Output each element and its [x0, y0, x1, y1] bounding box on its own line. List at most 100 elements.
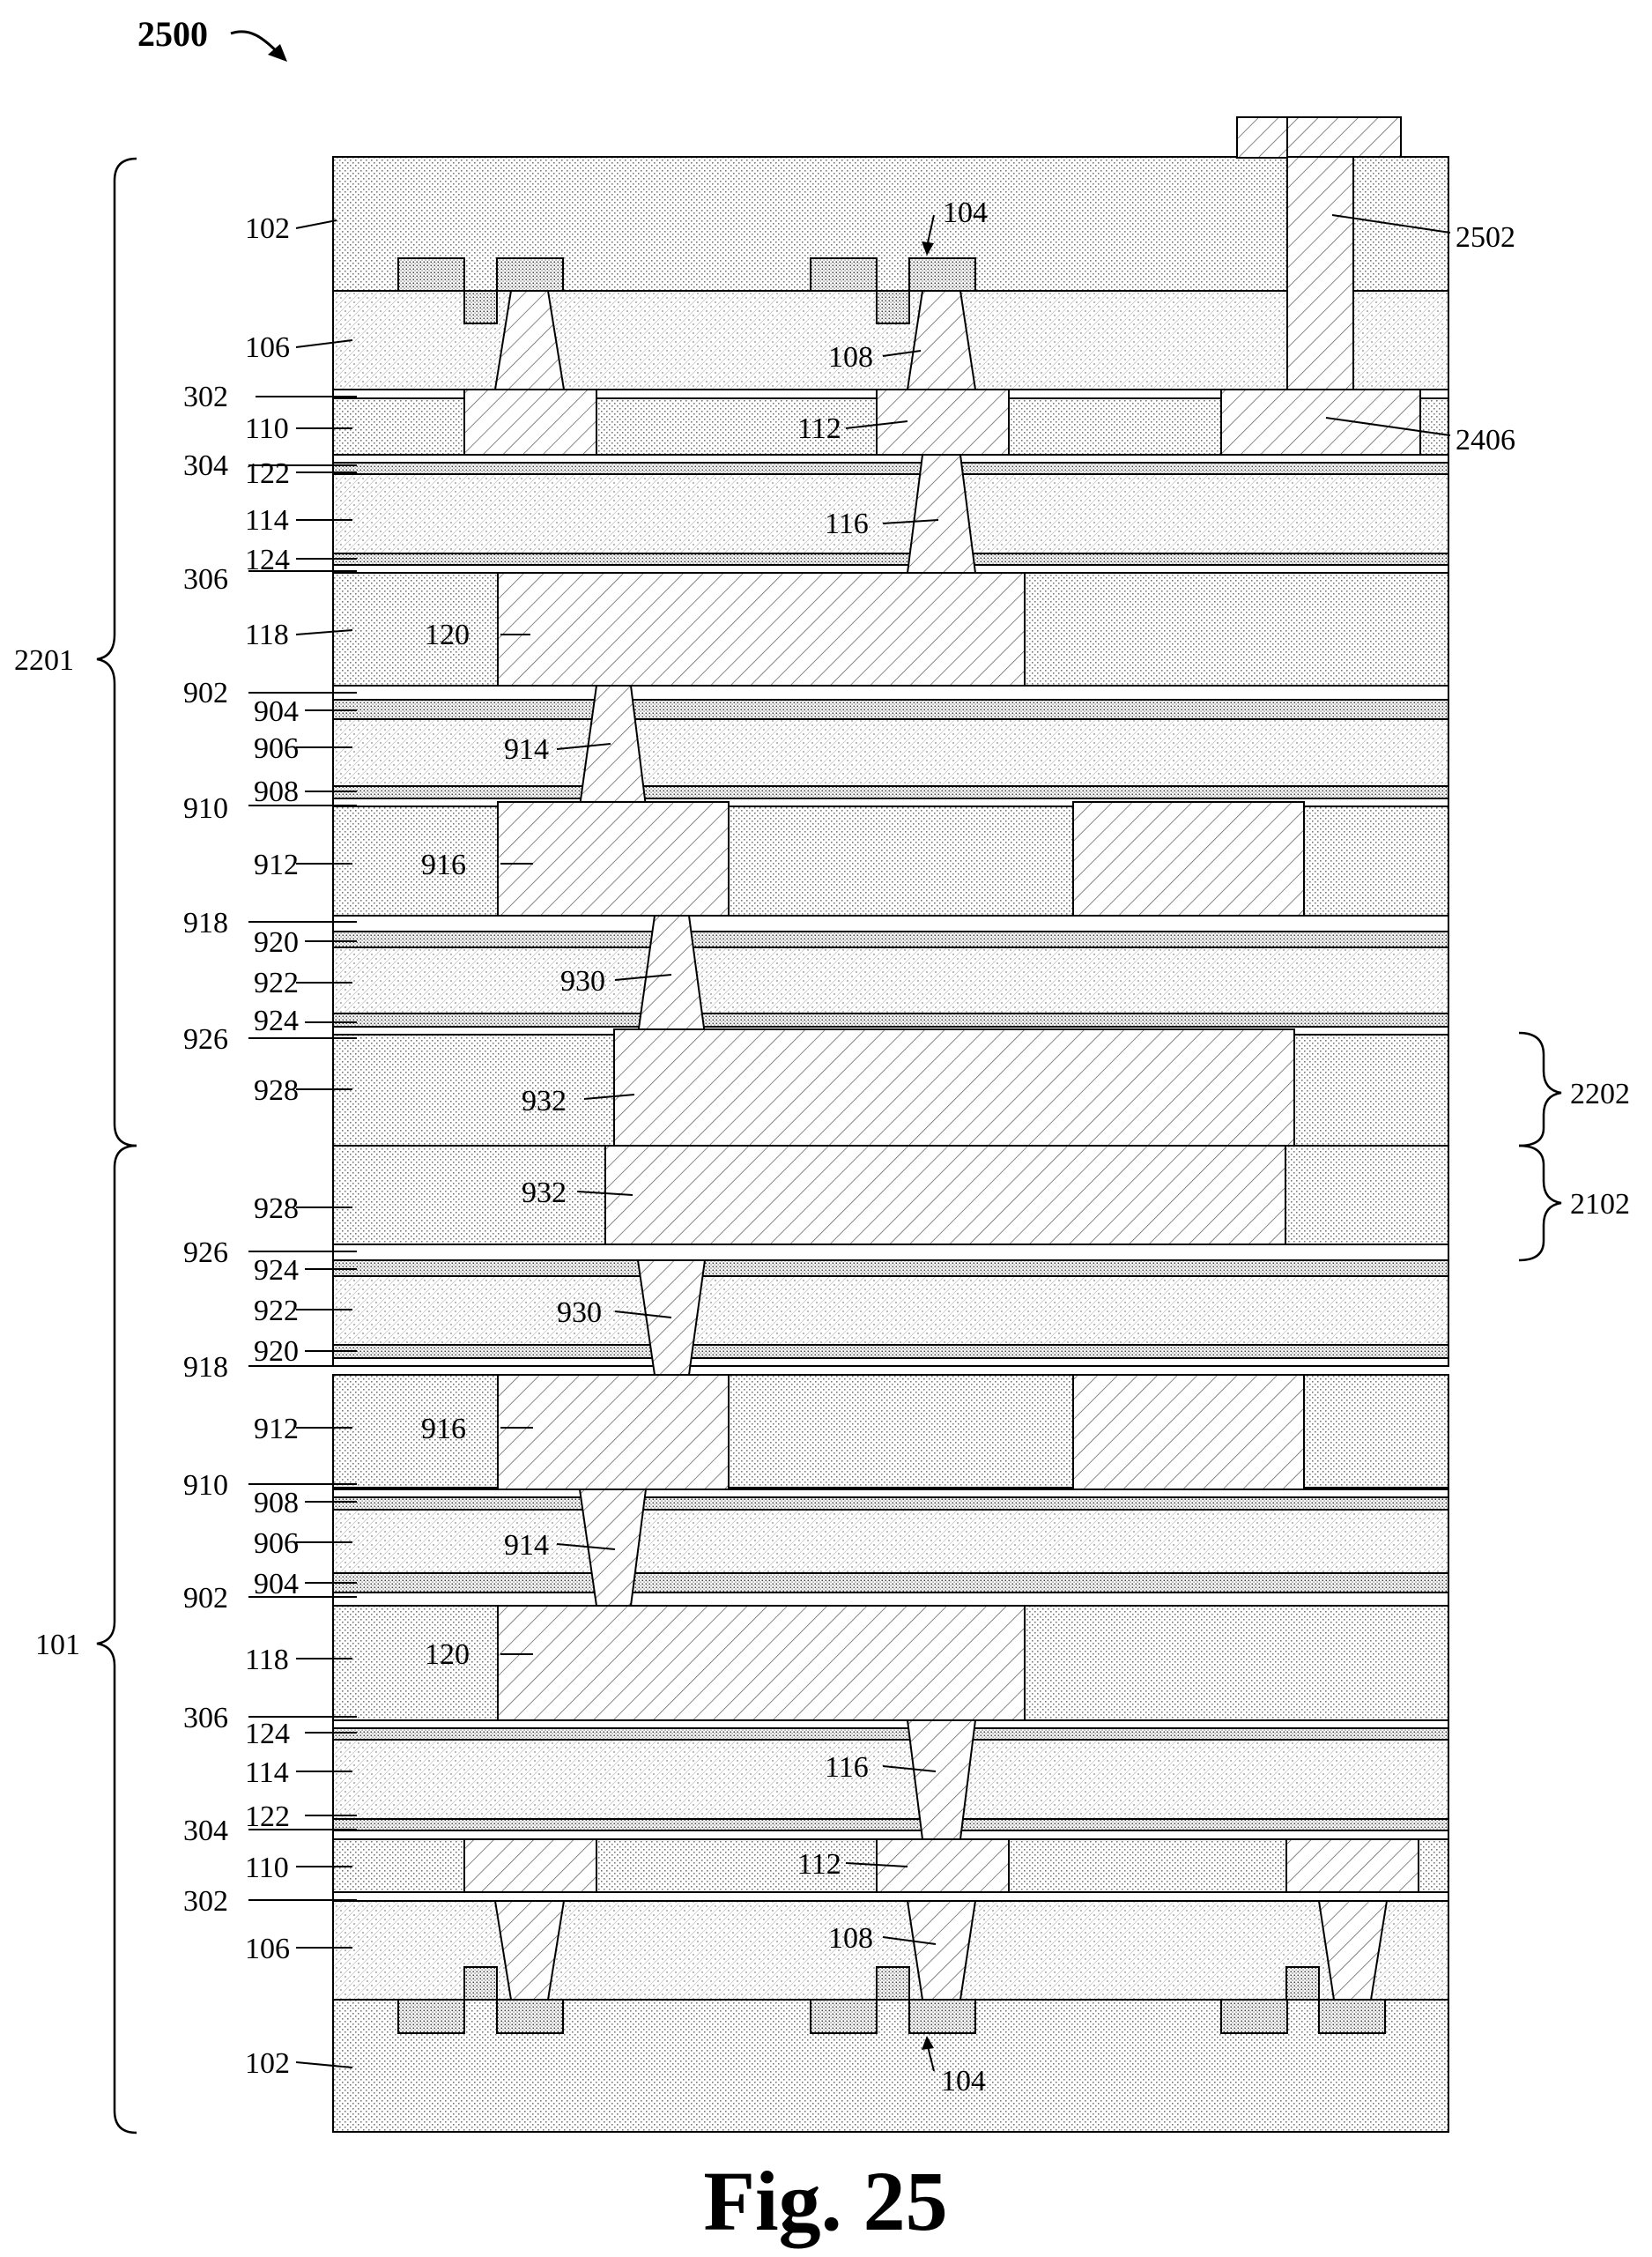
label-906-upper: 906: [254, 732, 299, 765]
label-932-upper: 932: [522, 1085, 567, 1117]
figure-ref-arrow: [230, 30, 287, 62]
label-110-upper: 110: [245, 412, 289, 445]
label-122-lower: 122: [245, 1800, 290, 1833]
metal-916-upper-b: [1072, 801, 1305, 917]
label-118-lower: 118: [245, 1644, 289, 1676]
layer-906-upper: [332, 718, 1449, 787]
label-932-lower: 932: [522, 1177, 567, 1209]
label-910-upper: 910: [183, 792, 228, 825]
label-302-lower: 302: [183, 1885, 228, 1918]
label-930-upper: 930: [560, 965, 605, 998]
label-926-lower: 926: [183, 1236, 228, 1269]
feature-104-a: [397, 257, 465, 292]
label-114-upper: 114: [245, 504, 289, 537]
label-904-upper: 904: [254, 695, 299, 728]
label-922-upper: 922: [254, 967, 299, 999]
label-916-lower: 916: [421, 1413, 466, 1445]
label-102-upper: 102: [245, 212, 290, 245]
label-116-lower: 116: [825, 1751, 869, 1784]
metal-916-lower-b: [1072, 1374, 1305, 1490]
layer-922-upper: [332, 947, 1449, 1014]
bond-pad-932-upper: [613, 1028, 1295, 1147]
label-910-lower: 910: [183, 1469, 228, 1502]
label-304-upper: 304: [183, 449, 228, 482]
bracket-2202: [1518, 1031, 1562, 1147]
label-122-upper: 122: [245, 457, 290, 490]
metal-916-upper-a: [497, 801, 730, 917]
upper-stack: [332, 116, 1449, 1147]
label-306-upper: 306: [183, 563, 228, 596]
label-920-upper: 920: [254, 926, 299, 959]
landing-pad-2406: [1220, 389, 1421, 456]
through-via-2502-cap: [1236, 116, 1402, 159]
figure-caption: Fig. 25: [703, 2154, 947, 2248]
metal-120-upper: [497, 572, 1026, 687]
label-924-lower: 924: [254, 1254, 299, 1287]
label-922-lower: 922: [254, 1295, 299, 1327]
label-108-lower: 108: [828, 1922, 873, 1955]
label-928-upper: 928: [254, 1074, 299, 1107]
label-930-lower: 930: [557, 1296, 602, 1329]
label-908-lower: 908: [254, 1487, 299, 1519]
label-914-upper: 914: [504, 733, 549, 766]
label-120-lower: 120: [425, 1638, 470, 1671]
lower-stack: [332, 1145, 1449, 2133]
metal-112-lower: [876, 1838, 1010, 1902]
label-108-upper: 108: [828, 341, 873, 374]
arrow-104-lower: [922, 2036, 934, 2050]
label-918-lower: 918: [183, 1351, 228, 1384]
layer-114-lower: [332, 1739, 1449, 1820]
label-112-lower: 112: [797, 1848, 841, 1881]
label-912-upper: 912: [254, 849, 299, 881]
arrow-104-upper: [922, 241, 934, 256]
layer-922-lower: [332, 1275, 1449, 1346]
label-110-lower: 110: [245, 1852, 289, 1884]
metal-110-a: [463, 389, 597, 456]
bond-pad-932-lower: [604, 1145, 1286, 1261]
label-304-lower: 304: [183, 1815, 228, 1847]
label-914-lower: 914: [504, 1529, 549, 1562]
label-104-lower: 104: [941, 2065, 986, 2097]
label-924-upper: 924: [254, 1005, 299, 1037]
label-912-lower: 912: [254, 1413, 299, 1445]
lower-leader-lines: [248, 1191, 937, 2072]
label-102-lower: 102: [245, 2047, 290, 2080]
lower-labels: 928 932 926 924 922 930 920 918 912 916 …: [183, 1177, 986, 2097]
label-114-lower: 114: [245, 1756, 289, 1789]
label-120-upper: 120: [425, 619, 470, 651]
bracket-2102: [1518, 1144, 1562, 1262]
label-908-upper: 908: [254, 776, 299, 808]
label-306-lower: 306: [183, 1702, 228, 1734]
layer-114-upper: [332, 473, 1449, 554]
label-920-lower: 920: [254, 1335, 299, 1368]
metal-916-lower-a: [497, 1374, 730, 1490]
label-926-upper: 926: [183, 1023, 228, 1056]
bracket-2201: [96, 157, 137, 1147]
label-124-lower: 124: [245, 1718, 290, 1750]
label-918-upper: 918: [183, 907, 228, 939]
bracket-2202-label: 2202: [1570, 1078, 1630, 1110]
figure-ref-number: 2500: [137, 14, 208, 54]
label-916-upper: 916: [421, 849, 466, 881]
brackets: [96, 157, 1562, 2134]
label-902-lower: 902: [183, 1582, 228, 1615]
label-112-upper: 112: [797, 412, 841, 445]
feature-104-b: [810, 257, 878, 292]
label-2406: 2406: [1456, 424, 1515, 457]
metal-120-lower: [497, 1605, 1026, 1721]
upper-leader-lines: [248, 214, 1451, 1100]
label-124-upper: 124: [245, 544, 290, 576]
bracket-101-label: 101: [35, 1629, 80, 1661]
bracket-2102-label: 2102: [1570, 1188, 1630, 1221]
label-302-upper: 302: [183, 381, 228, 413]
bracket-101: [96, 1144, 137, 2134]
label-116-upper: 116: [825, 508, 869, 540]
label-106-lower: 106: [245, 1933, 290, 1965]
label-2502: 2502: [1456, 221, 1515, 254]
label-904-lower: 904: [254, 1568, 299, 1600]
label-902-upper: 902: [183, 677, 228, 709]
label-106-upper: 106: [245, 331, 290, 364]
label-118-upper: 118: [245, 619, 289, 651]
label-928-lower: 928: [254, 1192, 299, 1225]
